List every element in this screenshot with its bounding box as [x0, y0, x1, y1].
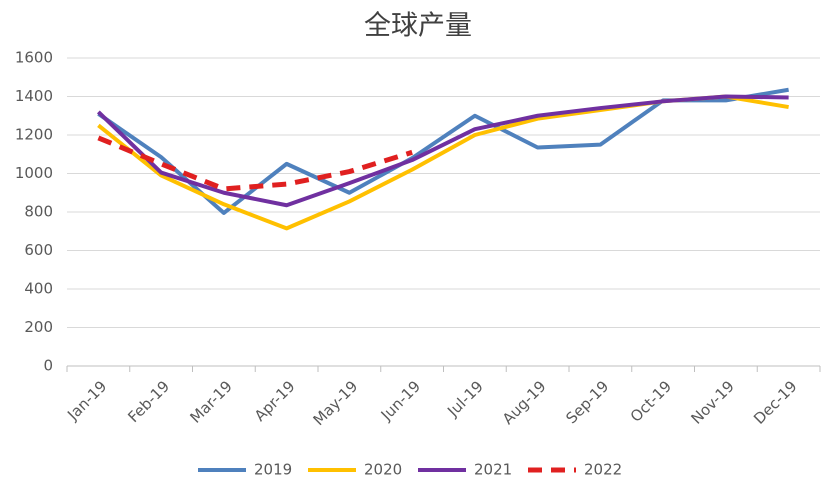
series-line	[96, 94, 789, 208]
y-tick-label: 0	[43, 357, 53, 375]
x-tick-label: Jun-19	[377, 377, 424, 424]
legend-label: 2021	[474, 461, 512, 479]
y-tick-label: 600	[24, 241, 53, 259]
chart-title: 全球产量	[364, 11, 472, 42]
x-tick-label: Nov-19	[687, 377, 737, 427]
y-tick-label: 1000	[15, 164, 53, 182]
legend-label: 2019	[254, 461, 292, 479]
x-tick-label: Feb-19	[124, 377, 173, 426]
legend-label: 2020	[364, 461, 402, 479]
x-tick-label: Sep-19	[562, 377, 612, 427]
x-tick-label: Jul-19	[443, 377, 487, 421]
series-line	[97, 135, 413, 192]
y-tick-label: 1600	[15, 49, 53, 67]
y-tick-label: 1200	[15, 126, 53, 144]
series-line	[97, 94, 789, 231]
x-tick-label: Jan-19	[63, 377, 110, 424]
x-tick-label: May-19	[310, 377, 362, 429]
x-tick-label: Aug-19	[499, 377, 550, 428]
y-tick-label: 400	[24, 280, 53, 298]
y-tick-label: 200	[24, 318, 53, 336]
x-tick-label: Apr-19	[251, 377, 299, 425]
legend-label: 2022	[584, 461, 622, 479]
y-tick-label: 1400	[15, 87, 53, 105]
x-tick-label: Oct-19	[627, 377, 675, 425]
x-tick-label: Dec-19	[750, 377, 801, 428]
y-tick-label: 800	[24, 203, 53, 221]
x-tick-label: Mar-19	[186, 377, 235, 426]
